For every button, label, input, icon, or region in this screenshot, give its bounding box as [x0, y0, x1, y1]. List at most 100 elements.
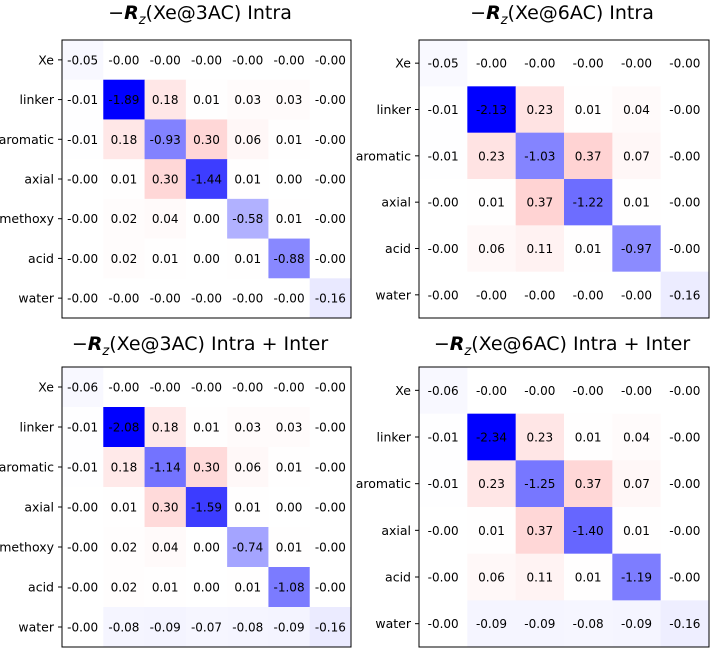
heatmap-cell: [144, 198, 187, 239]
heatmap-cell: [62, 198, 104, 239]
plot-frame: [418, 366, 710, 648]
heatmap-cell: [185, 119, 228, 160]
heatmap-cell: [62, 567, 104, 608]
cell-value-label: -0.00: [524, 57, 555, 71]
heatmap-cell: [227, 40, 269, 81]
heatmap-cell: [419, 413, 468, 461]
heatmap-cell: [309, 527, 352, 568]
heatmap-cell: [564, 553, 613, 601]
cell-value-label: -0.00: [191, 292, 222, 306]
panel-title: −Rz(Xe@3AC) Intra + Inter: [72, 333, 328, 359]
heatmap-cell: [515, 413, 565, 461]
heatmap-cell: [62, 407, 104, 448]
cell-value-label: -0.01: [428, 149, 459, 163]
heatmap-cell: [268, 407, 311, 448]
y-tick-label: water: [18, 291, 54, 306]
heatmap-cell: [660, 86, 710, 134]
y-tick-label: acid: [28, 251, 54, 266]
heatmap-cell: [515, 600, 565, 648]
heatmap-cell: [419, 600, 468, 648]
heatmap-cell: [185, 40, 228, 81]
heatmap-cell: [227, 159, 269, 200]
cell-value-label: -0.00: [428, 196, 459, 210]
heatmap-cell: [309, 238, 352, 279]
cell-value-label: 0.07: [623, 149, 650, 163]
cell-value-label: 0.01: [111, 501, 138, 515]
heatmap-cell: [419, 86, 468, 134]
cell-value-label: -0.00: [232, 381, 263, 395]
cell-value-label: 0.03: [234, 93, 261, 107]
heatmap-panel-xe6ac-intra-inter: −Rz(Xe@6AC) Intra + Inter -0.06 -0.00 -0.00…: [356, 333, 710, 648]
cell-value-label: 0.30: [152, 173, 179, 187]
heatmap-cell: [467, 132, 517, 180]
heatmap-cell: [62, 119, 104, 160]
cell-value-label: -0.06: [428, 384, 459, 398]
cell-value-label: 0.37: [526, 196, 553, 210]
cell-value-label: -0.01: [67, 461, 98, 475]
cell-value-label: -0.00: [669, 431, 700, 445]
heatmap-cell: [612, 367, 662, 415]
heatmap-panel-xe3ac-intra: −Rz(Xe@3AC) Intra -0.05 -0.00 -0.00 -0.00 -0.…: [0, 2, 352, 319]
heatmap-cell: [62, 159, 104, 200]
cell-value-label: -0.00: [669, 242, 700, 256]
cell-value-label: -0.05: [428, 57, 459, 71]
cell-value-label: -0.16: [315, 292, 346, 306]
cell-value-label: -2.08: [108, 421, 139, 435]
y-tick-label: axial: [24, 172, 54, 187]
heatmap-cell: [144, 159, 187, 200]
cell-value-label: -1.25: [524, 477, 555, 491]
cell-value-label: -0.00: [274, 292, 305, 306]
cell-value-label: -0.00: [669, 477, 700, 491]
cell-value-label: 0.01: [234, 501, 261, 515]
heatmap-cell: [144, 238, 187, 279]
heatmap-cell: [564, 271, 613, 319]
heatmap-cell: [419, 507, 468, 555]
heatmap-cell: [185, 567, 228, 608]
cell-value-label: -0.00: [108, 53, 139, 67]
cell-value-label: 0.01: [276, 541, 303, 555]
cell-value-label: 0.02: [111, 541, 138, 555]
cell-value-label: -0.00: [150, 292, 181, 306]
cell-value-label: 0.00: [193, 581, 220, 595]
heatmap-cell: [309, 79, 352, 120]
cell-value-label: 0.01: [193, 421, 220, 435]
cell-value-label: -0.00: [621, 57, 652, 71]
heatmap-cell: [227, 527, 269, 568]
cell-value-label: 0.01: [276, 133, 303, 147]
heatmap-cell: [103, 40, 145, 81]
cell-value-label: -0.09: [524, 617, 555, 631]
cell-value-label: 0.18: [152, 421, 179, 435]
heatmap-cell: [419, 132, 468, 180]
heatmap-cell: [419, 179, 468, 226]
heatmap-cell: [62, 238, 104, 279]
heatmap-cell: [419, 553, 468, 601]
heatmap-cell: [467, 600, 517, 648]
y-tick-label: axial: [381, 523, 411, 538]
cell-value-label: 0.23: [526, 103, 553, 117]
cell-value-label: -0.74: [232, 541, 263, 555]
cell-value-label: 0.18: [152, 93, 179, 107]
cell-value-label: -0.00: [524, 384, 555, 398]
y-tick-label: aromatic: [0, 132, 54, 147]
heatmap-cell: [144, 487, 187, 528]
cell-value-label: -0.00: [232, 53, 263, 67]
cell-value-label: 0.06: [478, 242, 505, 256]
cell-value-label: 0.30: [193, 133, 220, 147]
cell-value-label: -0.00: [428, 571, 459, 585]
cell-value-label: -0.00: [669, 196, 700, 210]
cell-value-label: -2.34: [476, 431, 507, 445]
heatmap-cell: [515, 271, 565, 319]
cell-value-label: -0.00: [67, 212, 98, 226]
heatmap-cell: [612, 86, 662, 134]
heatmap-cell: [515, 40, 565, 87]
heatmap-cell: [467, 367, 517, 415]
cell-value-label: -0.00: [524, 288, 555, 302]
cell-value-label: 0.01: [478, 196, 505, 210]
cell-value-label: 0.23: [478, 149, 505, 163]
y-tick-label: axial: [24, 500, 54, 515]
cell-value-label: 0.01: [234, 581, 261, 595]
heatmap-cell: [185, 79, 228, 120]
heatmap-cell: [103, 567, 145, 608]
y-tick-label: aromatic: [356, 148, 411, 163]
heatmap-cell: [185, 527, 228, 568]
